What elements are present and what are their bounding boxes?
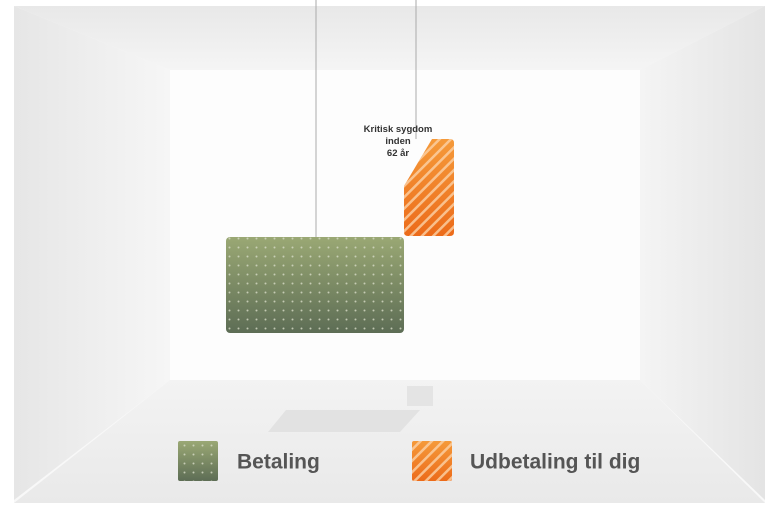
payment-block	[226, 237, 404, 333]
legend-swatch-pattern	[412, 441, 452, 481]
annotation-line: 62 år	[387, 148, 409, 159]
payout-block	[404, 139, 454, 236]
legend-label: Betaling	[237, 451, 320, 474]
annotation-line: inden	[385, 136, 411, 147]
legend-swatch-pattern	[178, 441, 218, 481]
legend-label: Udbetaling til dig	[470, 451, 640, 474]
annotation-line: Kritisk sygdom	[364, 124, 433, 135]
legend: Betaling Udbetaling til dig	[178, 441, 640, 481]
